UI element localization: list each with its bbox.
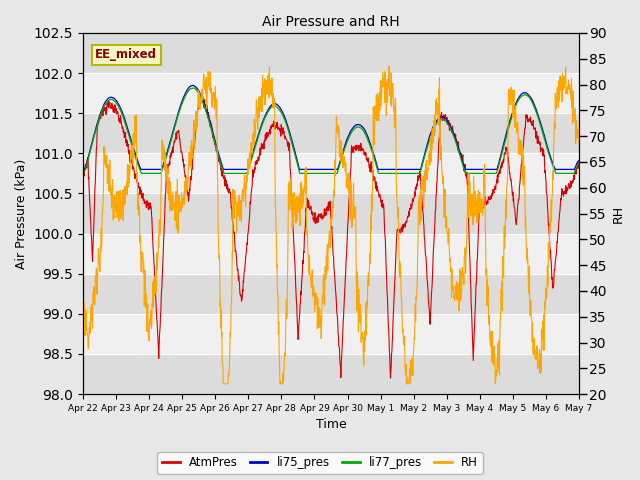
Text: EE_mixed: EE_mixed: [95, 48, 157, 61]
Bar: [83, 113, 579, 153]
X-axis label: Time: Time: [316, 419, 346, 432]
Y-axis label: Air Pressure (kPa): Air Pressure (kPa): [15, 158, 28, 269]
Bar: [83, 193, 579, 234]
Legend: AtmPres, li75_pres, li77_pres, RH: AtmPres, li75_pres, li77_pres, RH: [157, 452, 483, 474]
Bar: [83, 33, 579, 73]
Bar: [83, 354, 579, 394]
Bar: [83, 274, 579, 314]
Y-axis label: RH: RH: [612, 204, 625, 223]
Title: Air Pressure and RH: Air Pressure and RH: [262, 15, 400, 29]
